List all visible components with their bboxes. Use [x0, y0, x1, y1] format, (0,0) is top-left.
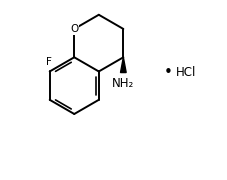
Text: O: O [70, 24, 78, 34]
Text: F: F [46, 57, 52, 67]
Text: •: • [164, 65, 173, 80]
Polygon shape [121, 57, 126, 73]
Text: NH₂: NH₂ [112, 77, 134, 90]
Text: HCl: HCl [176, 66, 197, 79]
